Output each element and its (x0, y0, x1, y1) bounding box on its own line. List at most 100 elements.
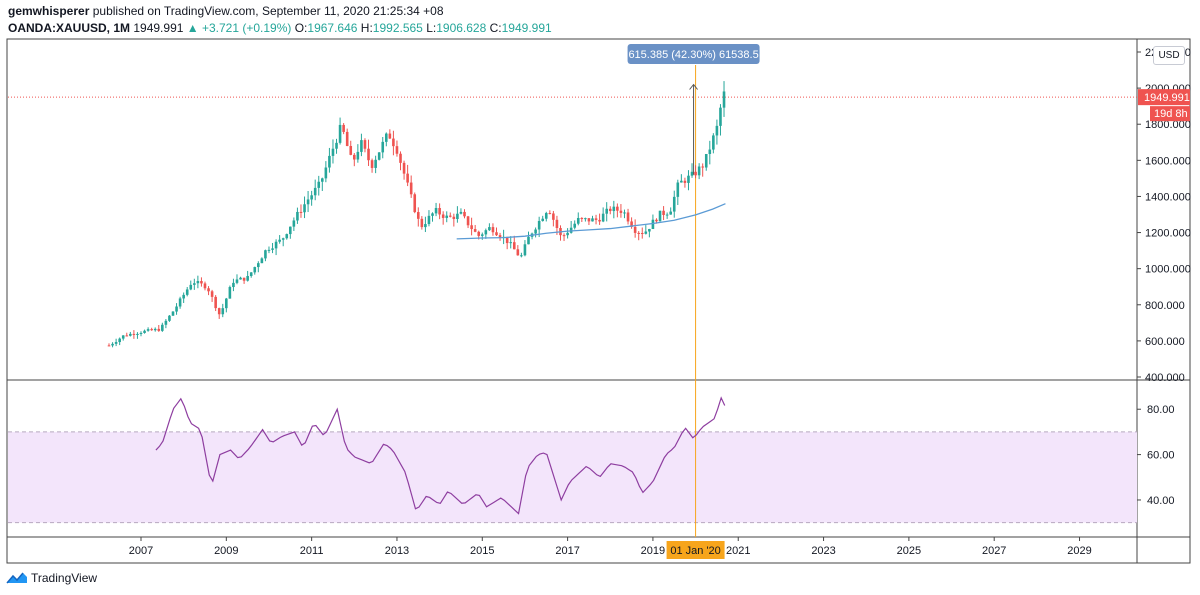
close-label: C: (489, 21, 502, 35)
last-price: 1949.991 (133, 21, 184, 35)
candle-body (406, 173, 409, 183)
candle-body (392, 138, 395, 147)
candle-body (203, 283, 207, 289)
candle-body (566, 232, 569, 236)
candle-body (456, 213, 459, 220)
high-value: 1992.565 (372, 21, 423, 35)
candle-body (285, 234, 289, 239)
open-label: O: (294, 21, 308, 35)
candle-body (722, 91, 726, 108)
candle-body (125, 335, 129, 337)
candle-body (278, 239, 281, 242)
candle-body (281, 238, 285, 240)
candle-body (384, 133, 388, 142)
candle-body (719, 107, 722, 126)
candle-body (420, 218, 424, 228)
candle-body (470, 225, 473, 230)
time-axis[interactable]: 2007 2009 2011 2013 2015 2017 2019 2021 2023 2025… (129, 537, 1092, 557)
last-price-badge (1138, 89, 1190, 106)
candle-body (690, 171, 694, 176)
candle-body (353, 154, 356, 160)
candle-body (193, 283, 196, 285)
candle-body (257, 263, 260, 268)
author-name[interactable]: gemwhisperer (8, 4, 90, 18)
rsi-band-fill (8, 431, 1137, 523)
candle-body (459, 211, 463, 214)
candle-body (708, 149, 712, 154)
candle-body (715, 125, 719, 136)
candle-body (328, 155, 331, 168)
candle-body (434, 207, 438, 214)
candle-body (242, 277, 246, 281)
rsi-tick-label: 60.00 (1147, 450, 1175, 462)
candle-body (438, 207, 441, 215)
candle-body (605, 208, 609, 214)
candle-body (495, 232, 498, 236)
candle-body (637, 232, 640, 234)
candle-body (157, 328, 161, 331)
candle-body (466, 216, 470, 226)
candle-body (175, 306, 178, 312)
candle-body (694, 171, 697, 176)
candle-body (463, 211, 466, 217)
candle-body (431, 213, 434, 216)
candle-body (680, 180, 683, 183)
candle-body (573, 223, 577, 228)
rsi-axis[interactable]: 80.00 60.00 40.00 (1137, 404, 1175, 507)
candle-body (114, 342, 118, 344)
time-tick-label: 2019 (641, 545, 665, 557)
candle-body (630, 221, 633, 227)
candle-body (310, 195, 313, 200)
candle-body (153, 328, 157, 331)
crosshair-date-badge (666, 541, 725, 559)
candle-body (221, 308, 225, 315)
candle-body (580, 217, 584, 219)
candle-body (612, 206, 616, 212)
candle-body (164, 320, 168, 325)
time-tick-label: 2029 (1067, 545, 1091, 557)
footer-brand[interactable]: TradingView (6, 571, 97, 585)
candle-body (374, 159, 377, 168)
candle-body (196, 281, 200, 284)
candle-body (427, 215, 431, 225)
candle-body (587, 218, 591, 222)
candle-body (672, 196, 676, 212)
candle-body (225, 298, 228, 309)
candle-body (651, 219, 655, 229)
ohlc-legend: OANDA:XAUUSD, 1M 1949.991 ▲ +3.721 (+0.1… (8, 21, 552, 35)
candle-body (480, 234, 484, 236)
rsi-tick-label: 40.00 (1147, 495, 1175, 507)
candle-body (541, 218, 545, 221)
candle-body (498, 235, 502, 238)
time-tick-label: 2017 (555, 545, 579, 557)
candle-body (356, 151, 360, 160)
currency-button[interactable]: USD (1153, 46, 1185, 65)
candle-body (697, 166, 701, 176)
candle-body (331, 148, 335, 156)
time-tick-label: 2021 (726, 545, 750, 557)
footer-brand-text: TradingView (31, 571, 98, 585)
candle-body (527, 236, 530, 245)
candle-body (171, 311, 175, 316)
candle-body (509, 242, 513, 244)
candle-body (626, 212, 630, 222)
candle-body (512, 242, 516, 250)
low-value: 1906.628 (436, 21, 487, 35)
time-tick-label: 2011 (300, 545, 324, 557)
countdown-badge (1150, 106, 1190, 122)
measure-label-box (627, 44, 760, 64)
candle-body (107, 345, 111, 347)
candle-body (662, 210, 665, 215)
crosshair-date-label: 01 Jan '20 (670, 545, 720, 557)
candle-body (488, 227, 491, 231)
candle-body (289, 226, 292, 235)
candle-body (516, 249, 520, 256)
candle-body (712, 135, 715, 150)
candle-body (608, 208, 612, 212)
candle-body (360, 140, 363, 152)
candle-body (338, 124, 342, 143)
candle-body (129, 333, 132, 336)
candle-body (313, 187, 317, 196)
time-tick-label: 2025 (897, 545, 921, 557)
